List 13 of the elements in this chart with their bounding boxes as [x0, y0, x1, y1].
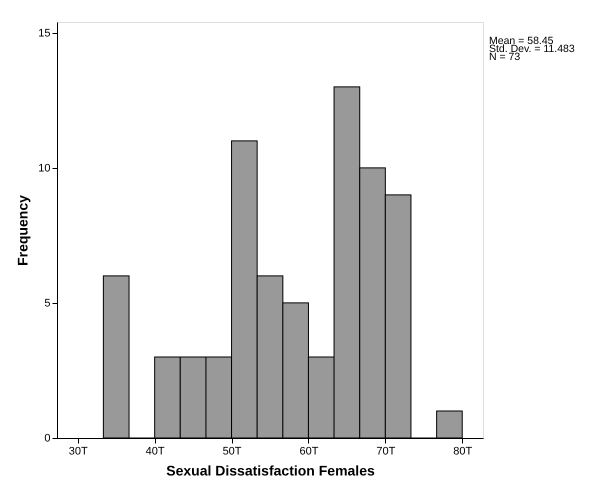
y-tick-label: 15	[38, 27, 50, 40]
x-tick-label: 60T	[299, 446, 319, 458]
x-tick-label: 50T	[222, 446, 242, 458]
x-tick-label: 70T	[376, 446, 396, 458]
x-tick-label: 80T	[453, 446, 472, 458]
y-tick-label: 10	[38, 162, 50, 174]
text: N = 73	[489, 51, 520, 63]
y-axis-title: Frequency	[14, 194, 30, 266]
y-tick-label: 0	[44, 432, 50, 444]
x-axis-title: Sexual Dissatisfaction Females	[166, 462, 375, 478]
x-tick-label: 30T	[68, 446, 88, 458]
x-tick-label: 40T	[146, 446, 165, 458]
y-tick-label: 5	[44, 297, 50, 310]
